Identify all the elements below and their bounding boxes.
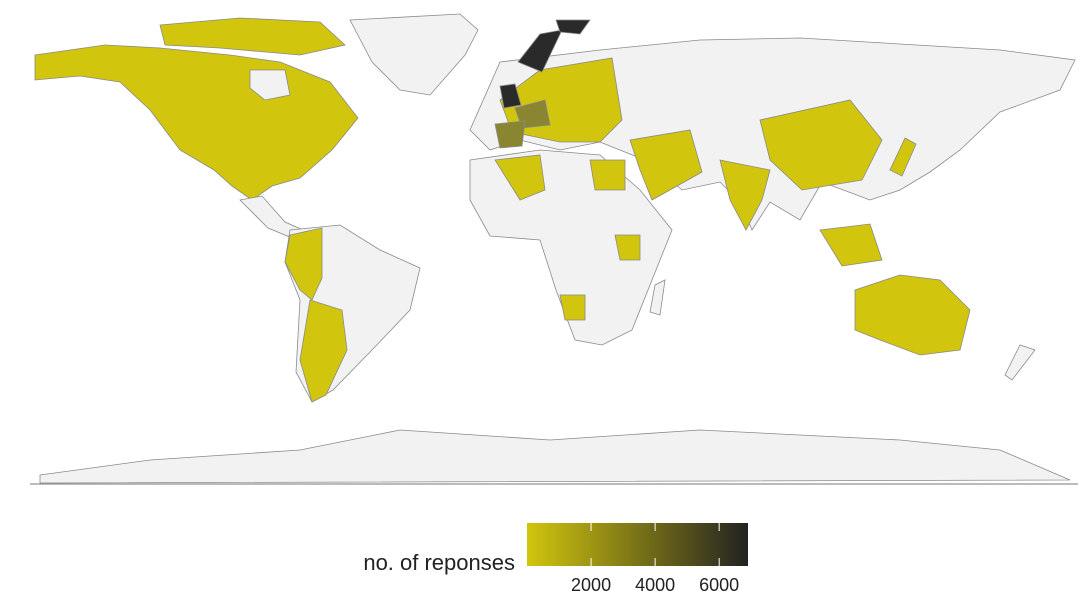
southern-cone [299, 299, 348, 403]
colorbar [527, 523, 748, 566]
world-map [30, 13, 1078, 485]
colorbar-tick-label: 2000 [571, 575, 611, 595]
southeast-asia [819, 223, 883, 267]
china [759, 99, 883, 191]
antarctica [39, 429, 1071, 484]
iberia [494, 120, 526, 149]
uk [499, 83, 522, 109]
australia [854, 274, 971, 356]
algeria [494, 154, 546, 201]
new-zealand [1004, 344, 1036, 381]
zambia [559, 294, 586, 321]
svalbard [555, 19, 591, 35]
hudson-bay [249, 69, 291, 101]
kenya [614, 234, 641, 261]
legend-title: no. of reponses [363, 550, 515, 575]
arctic-canada [159, 17, 346, 56]
colorbar-tick-label: 4000 [635, 575, 675, 595]
japan [889, 137, 917, 177]
egypt [589, 159, 626, 191]
andes-north [284, 227, 323, 301]
middle-east [629, 129, 703, 201]
india [719, 159, 771, 231]
north-america [34, 44, 359, 201]
madagascar [649, 279, 666, 316]
legend: no. of reponses [363, 523, 748, 575]
greenland [349, 13, 479, 96]
colorbar-tick-label: 6000 [699, 575, 739, 595]
